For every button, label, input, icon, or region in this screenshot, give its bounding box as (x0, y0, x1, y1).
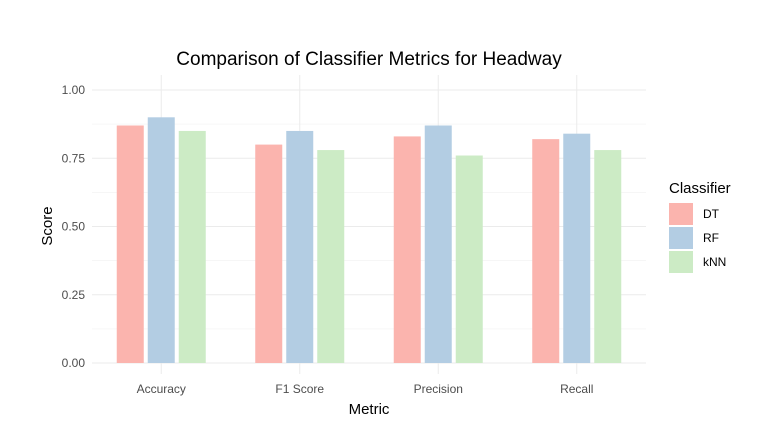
bar-rf-accuracy (147, 117, 175, 363)
bar-knn-f1-score (317, 150, 345, 363)
y-axis-title: Score (39, 206, 56, 245)
bar-dt-recall (532, 139, 560, 363)
bar-rf-precision (424, 125, 452, 364)
bar-knn-accuracy (178, 130, 206, 363)
bar-dt-precision (393, 136, 421, 363)
bar-knn-precision (455, 155, 483, 363)
bar-dt-accuracy (116, 125, 144, 364)
x-tick-label: Precision (414, 382, 463, 396)
legend: Classifier DT RF kNN (669, 180, 731, 273)
bar-rf-f1-score (286, 130, 314, 363)
bar-dt-f1-score (255, 144, 283, 363)
x-tick-label: Recall (560, 382, 593, 396)
grid-lines (92, 75, 646, 374)
y-tick-label: 0.25 (62, 288, 86, 302)
chart-title: Comparison of Classifier Metrics for Hea… (176, 49, 562, 70)
y-tick-label: 0.00 (62, 356, 86, 370)
legend-key-dt (669, 203, 693, 225)
legend-title: Classifier (669, 180, 731, 197)
bar-rf-recall (563, 133, 591, 363)
legend-key-rf (669, 227, 693, 249)
y-tick-label: 0.75 (62, 151, 86, 165)
y-tick-label: 1.00 (62, 83, 86, 97)
x-tick-label: F1 Score (275, 382, 324, 396)
x-tick-label: Accuracy (137, 382, 186, 396)
legend-label: kNN (703, 255, 726, 269)
bars (116, 117, 622, 364)
legend-key-knn (669, 251, 693, 273)
bar-knn-recall (594, 150, 622, 363)
y-axis-ticks: 0.00 0.25 0.50 0.75 1.00 (62, 83, 86, 370)
legend-label: DT (703, 207, 720, 221)
legend-label: RF (703, 231, 719, 245)
x-axis-ticks: Accuracy F1 Score Precision Recall (137, 382, 594, 396)
y-tick-label: 0.50 (62, 220, 86, 234)
x-axis-title: Metric (349, 401, 390, 418)
